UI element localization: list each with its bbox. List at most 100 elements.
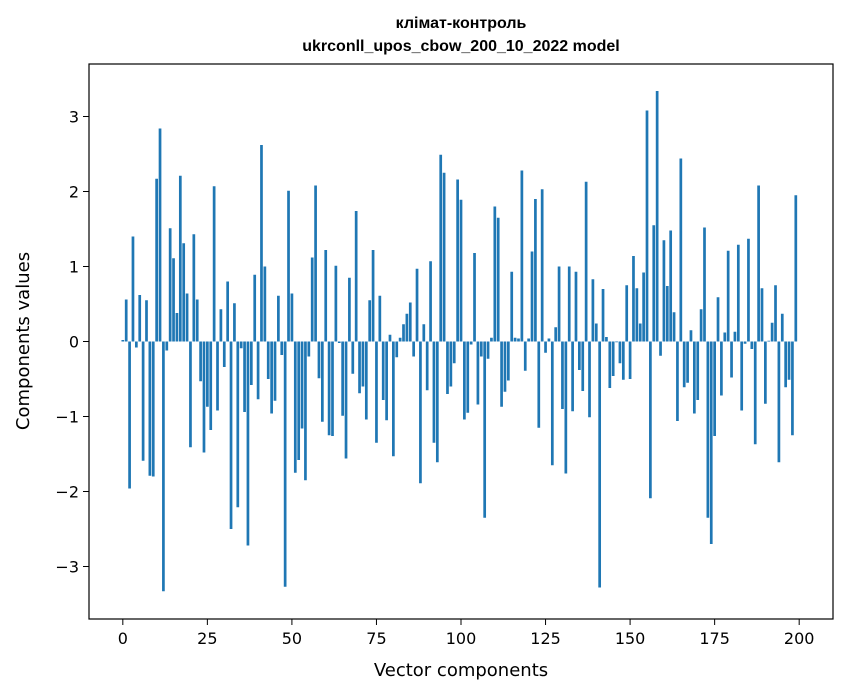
bar-98	[452, 341, 456, 364]
bar-126	[547, 338, 551, 342]
bar-196	[784, 341, 788, 388]
bar-108	[486, 341, 490, 359]
bar-16	[175, 313, 179, 342]
bar-7	[145, 300, 148, 342]
bar-85	[408, 302, 412, 342]
bar-149	[625, 285, 629, 342]
bar-160	[662, 240, 666, 342]
bar-40	[256, 341, 260, 400]
bar-106	[479, 341, 483, 357]
y-axis-ticks: −3 −2 −1 0 1 2 3	[55, 108, 89, 577]
bar-6	[141, 341, 145, 461]
y-tick-label: −3	[55, 558, 79, 577]
bar-23	[199, 341, 202, 382]
bar-182	[736, 244, 740, 342]
bar-193	[774, 285, 777, 342]
bar-103	[469, 341, 473, 345]
bar-130	[561, 341, 564, 409]
bar-166	[682, 341, 686, 388]
bar-49	[287, 190, 290, 342]
bar-148	[621, 341, 625, 380]
bar-38	[249, 341, 253, 385]
bar-180	[730, 341, 733, 378]
bar-1	[124, 299, 128, 342]
y-tick-label: 2	[69, 183, 79, 202]
bar-51	[293, 341, 297, 473]
bar-169	[692, 341, 696, 414]
y-tick-label: 0	[69, 333, 79, 352]
bar-97	[449, 341, 453, 387]
bar-176	[716, 297, 720, 342]
bar-24	[202, 341, 206, 453]
x-tick-label: 200	[784, 629, 815, 648]
bar-50	[290, 293, 294, 342]
bar-25	[206, 341, 209, 407]
bar-195	[780, 313, 784, 342]
bar-107	[483, 341, 487, 518]
bar-42	[263, 266, 267, 342]
bar-82	[398, 337, 402, 342]
bar-177	[720, 341, 723, 396]
bar-3	[131, 236, 135, 342]
chart-subtitle: ukrconll_upos_cbow_200_10_2022 model	[302, 38, 619, 55]
bar-46	[277, 295, 280, 342]
bar-117	[517, 338, 520, 342]
bar-183	[740, 341, 744, 411]
plot-area-frame	[88, 63, 834, 620]
bar-37	[246, 341, 250, 546]
bar-131	[564, 341, 568, 474]
bar-39	[253, 274, 257, 342]
bar-64	[337, 341, 341, 343]
bar-93	[435, 341, 439, 463]
bar-185	[747, 238, 750, 342]
x-tick-label: 150	[615, 629, 646, 648]
bar-21	[192, 234, 196, 342]
bar-179	[726, 250, 730, 342]
bar-125	[544, 341, 547, 353]
bar-186	[750, 341, 754, 349]
bar-47	[280, 341, 284, 355]
bar-8	[148, 341, 152, 476]
bar-140	[594, 323, 598, 342]
bar-68	[351, 341, 355, 374]
bar-163	[672, 312, 676, 342]
bar-27	[212, 186, 216, 342]
bar-175	[713, 341, 716, 436]
bar-32	[229, 341, 233, 529]
bar-73	[368, 300, 372, 342]
bars-group	[121, 91, 798, 592]
bar-110	[493, 206, 497, 342]
bar-142	[601, 289, 605, 342]
bar-80	[392, 341, 395, 457]
bar-184	[743, 341, 747, 344]
bar-87	[415, 268, 419, 342]
bar-171	[699, 309, 703, 342]
bar-2	[128, 341, 131, 489]
x-tick-label: 25	[197, 629, 217, 648]
bar-91	[429, 261, 432, 342]
bar-48	[283, 341, 287, 587]
bar-116	[513, 337, 517, 342]
bar-100	[459, 199, 463, 342]
bar-54	[304, 341, 307, 481]
bar-192	[770, 322, 774, 342]
bar-90	[425, 341, 429, 391]
bar-162	[669, 230, 673, 342]
bar-158	[655, 91, 659, 342]
bar-115	[510, 271, 514, 342]
y-tick-label: 3	[69, 108, 79, 127]
bar-123	[537, 341, 541, 428]
bar-86	[412, 341, 416, 357]
bar-77	[381, 341, 385, 400]
bar-94	[439, 154, 443, 342]
bar-56	[310, 257, 314, 342]
bar-69	[354, 211, 358, 342]
bar-44	[270, 341, 273, 414]
bar-114	[506, 341, 510, 381]
bar-96	[446, 341, 449, 394]
bar-119	[523, 341, 527, 371]
bar-157	[652, 225, 656, 342]
bar-187	[753, 341, 757, 445]
bar-155	[645, 110, 649, 342]
